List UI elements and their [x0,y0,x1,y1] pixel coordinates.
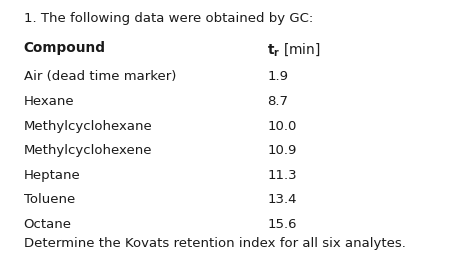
Text: Compound: Compound [24,41,105,55]
Text: 1.9: 1.9 [267,70,288,83]
Text: Octane: Octane [24,218,71,231]
Text: 15.6: 15.6 [267,218,297,231]
Text: Methylcyclohexane: Methylcyclohexane [24,120,152,132]
Text: Air (dead time marker): Air (dead time marker) [24,70,176,83]
Text: 13.4: 13.4 [267,193,297,206]
Text: 10.0: 10.0 [267,120,297,132]
Text: Heptane: Heptane [24,169,80,182]
Text: Methylcyclohexene: Methylcyclohexene [24,144,152,157]
Text: Determine the Kovats retention index for all six analytes.: Determine the Kovats retention index for… [24,237,405,250]
Text: 8.7: 8.7 [267,95,288,108]
Text: 10.9: 10.9 [267,144,297,157]
Text: Hexane: Hexane [24,95,74,108]
Text: Toluene: Toluene [24,193,75,206]
Text: 11.3: 11.3 [267,169,297,182]
Text: 1. The following data were obtained by GC:: 1. The following data were obtained by G… [24,12,313,25]
Text: $\mathbf{t_r}$ [min]: $\mathbf{t_r}$ [min] [267,41,321,58]
